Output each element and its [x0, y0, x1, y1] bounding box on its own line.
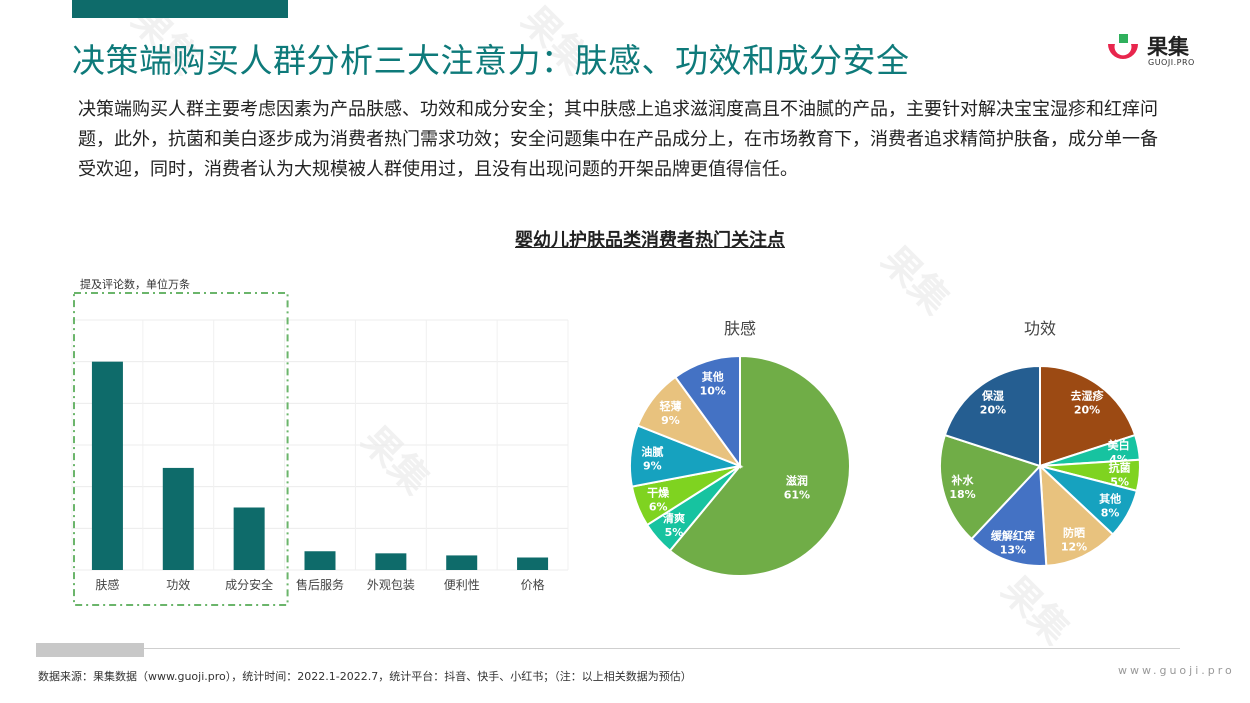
bar-便利性 [446, 555, 478, 570]
bar-category-label: 肤感 [95, 577, 119, 592]
pie-slice-防晒 [1038, 463, 1115, 567]
intro-paragraph: 决策端购买人群主要考虑因素为产品肤感、功效和成分安全；其中肤感上追求滋润度高且不… [78, 99, 1158, 180]
pie-slice-补水 [939, 433, 1042, 541]
bar-功效 [162, 467, 194, 570]
pie-slice-value: 9% [661, 414, 680, 427]
pie-slice-label: 防晒 [1063, 525, 1085, 539]
pie-title: 肤感 [724, 319, 756, 338]
pie-slice-value: 20% [980, 403, 1006, 416]
bar-成分安全 [233, 507, 265, 570]
header-accent-bar [72, 0, 288, 18]
bar-category-label: 售后服务 [296, 577, 344, 592]
brand-subtitle: GUOJI.PRO [1148, 58, 1195, 67]
pie-slice-label: 干燥 [647, 485, 670, 499]
website-url: www.guoji.pro [1118, 664, 1235, 677]
pie-slice-label: 美白 [1108, 438, 1130, 452]
page-title: 决策端购买人群分析三大注意力：肤感、功效和成分安全 [72, 41, 910, 80]
pie-slice-value: 12% [1061, 540, 1087, 553]
pie-slice-value: 10% [700, 384, 726, 397]
pie-slice-value: 13% [1000, 543, 1026, 556]
bar-chart-unit-label: 提及评论数，单位万条 [80, 278, 190, 291]
pie-slice-value: 20% [1074, 403, 1100, 416]
pie-slice-value: 8% [1101, 507, 1120, 520]
pie-slice-label: 抗菌 [1109, 461, 1131, 475]
pie-slice-value: 61% [784, 488, 810, 501]
guoji-logo-icon [1108, 34, 1138, 59]
bar-category-label: 功效 [166, 577, 190, 592]
footer-divider [36, 648, 1180, 649]
bar-售后服务 [304, 551, 336, 570]
pie-title: 功效 [1024, 319, 1056, 338]
pie-slice-保湿 [943, 364, 1041, 468]
pie-slice-label: 保湿 [981, 388, 1004, 402]
pie-slice-label: 其他 [1099, 492, 1121, 506]
highlight-box [73, 292, 289, 606]
pie-slice-缓解红痒 [970, 463, 1048, 567]
brand-logo: 果集 GUOJI.PRO [1105, 30, 1230, 70]
pie-slice-value: 18% [949, 488, 975, 501]
pie-slice-label: 油腻 [641, 445, 663, 459]
pie-slice-label: 轻薄 [659, 399, 681, 413]
bar-价格 [517, 557, 549, 570]
chart-title: 婴幼儿护肤品类消费者热门关注点 [515, 230, 785, 251]
pie-slice-label: 其他 [702, 369, 724, 383]
pie-slice-label: 清爽 [663, 511, 685, 525]
bar-外观包装 [375, 553, 407, 570]
brand-name: 果集 [1147, 35, 1189, 59]
pie-slice-label: 缓解红痒 [991, 528, 1035, 542]
pie-slice-value: 6% [649, 500, 668, 513]
bar-category-label: 成分安全 [225, 577, 273, 592]
data-source-note: 数据来源：果集数据（www.guoji.pro），统计时间：2022.1-202… [38, 670, 692, 683]
footer-accent-block [36, 643, 144, 657]
pie-slice-其他 [673, 354, 741, 470]
pie-slice-value: 9% [643, 460, 662, 473]
bar-肤感 [91, 361, 123, 570]
bar-category-label: 便利性 [444, 578, 480, 592]
pie-slice-滋润 [668, 354, 851, 577]
bar-category-label: 价格 [521, 577, 545, 592]
pie-slice-value: 5% [665, 526, 684, 539]
pie-slice-label: 滋润 [786, 473, 808, 487]
pie-slice-去湿疹 [1039, 364, 1137, 468]
pie-slice-label: 补水 [951, 473, 975, 487]
bar-category-label: 外观包装 [367, 578, 415, 592]
pie-slice-label: 去湿疹 [1071, 388, 1105, 402]
